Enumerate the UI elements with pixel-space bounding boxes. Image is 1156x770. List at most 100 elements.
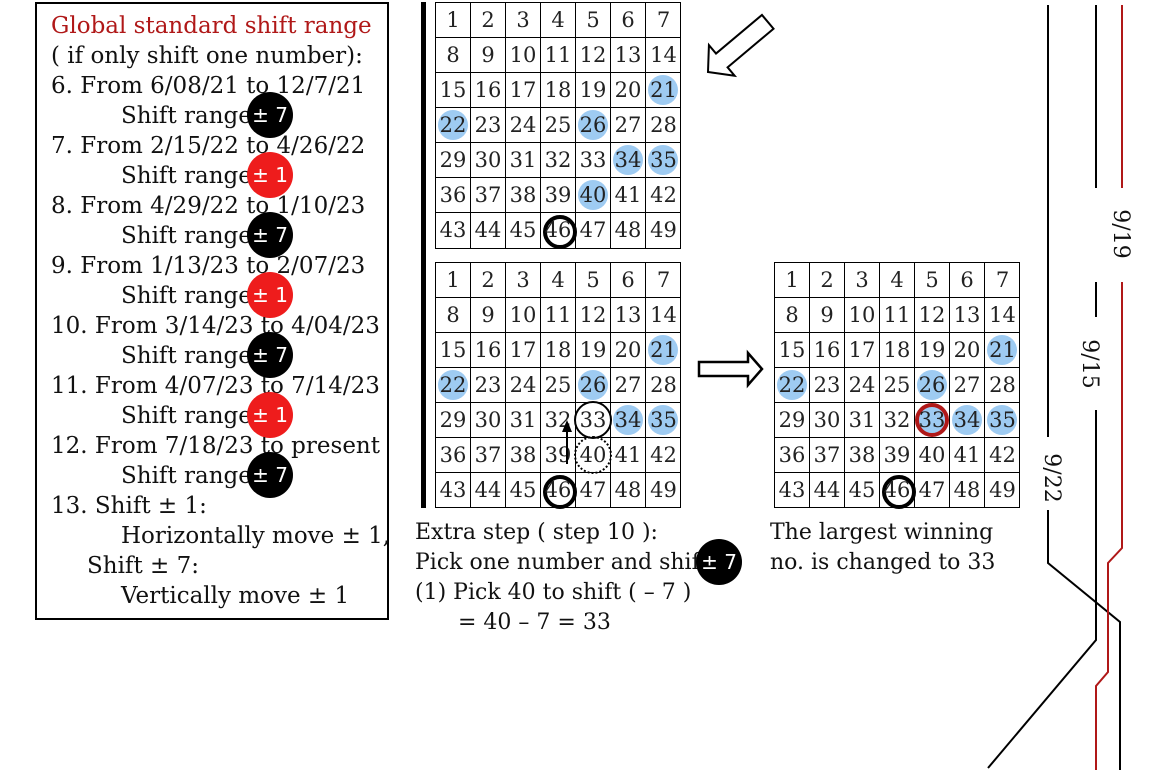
cell-number: 19 <box>579 338 607 362</box>
rule-date-range: 6. From 6/08/21 to 12/7/21 <box>51 73 366 99</box>
grid-cell: 10 <box>506 38 541 73</box>
cell-number: 15 <box>778 338 806 362</box>
shift-range-badge: ± 1 <box>247 392 293 438</box>
cell-number: 48 <box>614 218 642 242</box>
cell-number: 20 <box>614 338 642 362</box>
cell-number: 47 <box>579 478 607 502</box>
cell-number: 41 <box>953 443 981 467</box>
cell-number: 31 <box>509 408 537 432</box>
grid-cell: 24 <box>506 108 541 143</box>
highlight-marker <box>917 370 947 400</box>
grid-cell: 11 <box>541 38 576 73</box>
grid-cell: 8 <box>436 38 471 73</box>
cell-number: 13 <box>953 303 981 327</box>
cell-number: 28 <box>989 373 1016 397</box>
cell-number: 13 <box>614 43 642 67</box>
rule-date-range: 11. From 4/07/23 to 7/14/23 <box>51 373 380 399</box>
grid-cell: 36 <box>775 438 810 473</box>
grid-cell: 49 <box>646 473 681 508</box>
cell-number: 48 <box>614 478 642 502</box>
cell-number: 25 <box>544 113 572 137</box>
cell-number: 4 <box>551 268 565 292</box>
grid-cell: 33 <box>915 403 950 438</box>
cell-number: 10 <box>509 43 537 67</box>
grid-cell: 37 <box>471 178 506 213</box>
cell-number: 38 <box>509 443 537 467</box>
cell-number: 40 <box>579 183 607 207</box>
cell-number: 35 <box>650 408 677 432</box>
rule-date-range: 7. From 2/15/22 to 4/26/22 <box>51 133 366 159</box>
cell-number: 17 <box>509 78 537 102</box>
grid-cell: 41 <box>611 178 646 213</box>
cell-number: 27 <box>953 373 981 397</box>
cell-number: 14 <box>650 43 677 67</box>
grid-cell: 35 <box>646 403 681 438</box>
grid-cell: 33 <box>576 143 611 178</box>
cell-number: 8 <box>446 43 460 67</box>
rule-shift-label: Shift range: <box>121 103 260 129</box>
cell-number: 47 <box>918 478 946 502</box>
rule-shift-label: Shift range: <box>121 343 260 369</box>
cell-number: 44 <box>813 478 841 502</box>
highlight-marker <box>952 405 982 435</box>
cell-number: 39 <box>544 183 572 207</box>
cell-number: 13 <box>614 303 642 327</box>
grid-cell: 28 <box>985 368 1020 403</box>
cell-number: 31 <box>848 408 876 432</box>
cell-number: 19 <box>918 338 946 362</box>
grid-cell: 18 <box>541 333 576 368</box>
shift-range-badge: ± 7 <box>247 92 293 138</box>
highlight-marker <box>578 180 608 210</box>
grid-cell: 17 <box>506 73 541 108</box>
cell-number: 46 <box>883 478 911 502</box>
cell-number: 43 <box>439 478 467 502</box>
grid-cell: 14 <box>985 298 1020 333</box>
cell-number: 21 <box>989 338 1016 362</box>
rule-date-range: 10. From 3/14/23 to 4/04/23 <box>51 313 380 339</box>
cell-number: 11 <box>544 43 572 67</box>
cell-number: 23 <box>813 373 841 397</box>
grid-cell: 32 <box>880 403 915 438</box>
grid-cell: 25 <box>541 368 576 403</box>
cell-number: 44 <box>474 218 502 242</box>
cell-number: 18 <box>544 78 572 102</box>
cell-number: 10 <box>509 303 537 327</box>
grid-cell: 44 <box>471 473 506 508</box>
cell-number: 49 <box>650 478 677 502</box>
rule-shift-label: Shift range: <box>121 283 260 309</box>
cell-number: 45 <box>509 218 537 242</box>
grid-cell: 39 <box>880 438 915 473</box>
grid-cell: 27 <box>611 368 646 403</box>
grid-cell: 45 <box>845 473 880 508</box>
grid-cell: 12 <box>915 298 950 333</box>
grid-cell: 7 <box>985 263 1020 298</box>
grid-cell: 34 <box>950 403 985 438</box>
rule-shift-label: Shift range: <box>121 403 260 429</box>
grid-cell: 8 <box>436 298 471 333</box>
grid-cell: 20 <box>950 333 985 368</box>
cell-number: 45 <box>848 478 876 502</box>
cell-number: 29 <box>778 408 806 432</box>
cell-number: 18 <box>883 338 911 362</box>
grid-cell: 47 <box>576 473 611 508</box>
note-vertical: Vertically move ± 1 <box>121 583 350 609</box>
grid-cell: 5 <box>915 263 950 298</box>
grid-cell: 3 <box>506 263 541 298</box>
shift-range-badge: ± 1 <box>247 152 293 198</box>
cell-number: 47 <box>579 218 607 242</box>
cell-number: 1 <box>446 8 460 32</box>
grid-cell: 26 <box>915 368 950 403</box>
rule-date-range: 12. From 7/18/23 to present <box>51 433 380 459</box>
grid-cell: 46 <box>541 473 577 509</box>
cell-number: 16 <box>813 338 841 362</box>
cell-number: 34 <box>614 148 642 172</box>
grid-cell: 22 <box>775 368 810 403</box>
grid-cell: 35 <box>985 403 1020 438</box>
grid-cell: 29 <box>436 403 471 438</box>
cell-number: 6 <box>960 268 974 292</box>
grid-cell: 22 <box>436 108 471 143</box>
grid-cell: 45 <box>506 473 541 508</box>
grid-cell: 31 <box>845 403 880 438</box>
grid-cell: 9 <box>471 298 506 333</box>
cell-number: 25 <box>544 373 572 397</box>
